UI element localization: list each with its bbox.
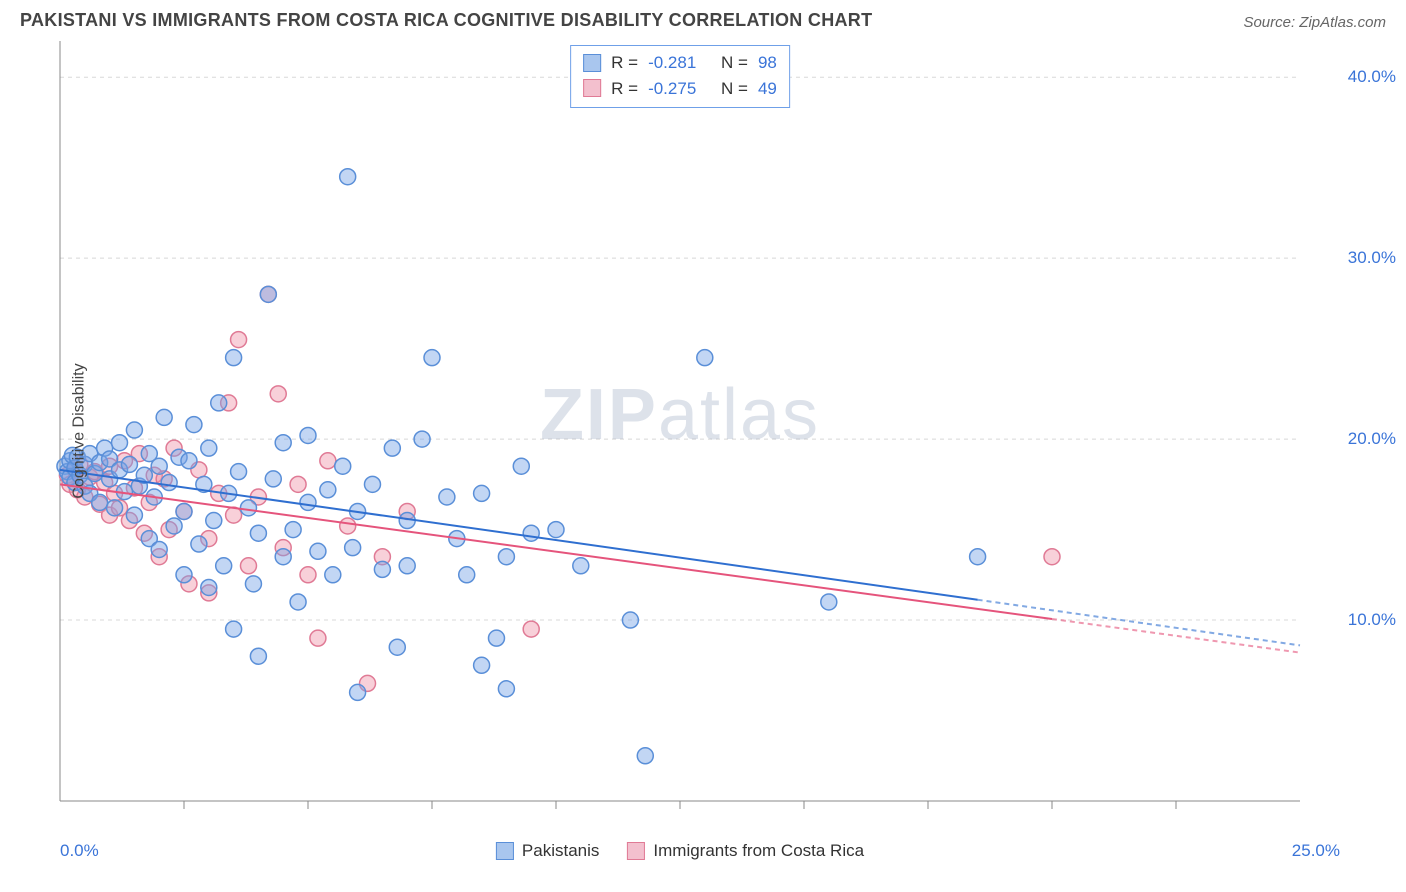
x-tick-min: 0.0% [60,841,99,861]
y-tick-label: 40.0% [1348,67,1396,87]
y-tick-label: 10.0% [1348,610,1396,630]
legend-row-series-2: R = -0.275 N = 49 [583,76,777,102]
chart-title: PAKISTANI VS IMMIGRANTS FROM COSTA RICA … [20,10,872,31]
legend-swatch-series-1 [496,842,514,860]
correlation-legend: R = -0.281 N = 98 R = -0.275 N = 49 [570,45,790,108]
y-axis-label: Cognitive Disability [71,363,89,498]
source-attribution: Source: ZipAtlas.com [1243,14,1386,31]
scatter-chart [20,41,1340,821]
legend-swatch-1 [583,54,601,72]
y-tick-label: 30.0% [1348,248,1396,268]
legend-row-series-1: R = -0.281 N = 98 [583,50,777,76]
y-tick-label: 20.0% [1348,429,1396,449]
legend-swatch-series-2 [627,842,645,860]
legend-swatch-2 [583,79,601,97]
series-legend: Pakistanis Immigrants from Costa Rica [496,841,864,861]
x-tick-max: 25.0% [1292,841,1340,861]
chart-container: Cognitive Disability ZIPatlas R = -0.281… [20,41,1340,821]
legend-item-2: Immigrants from Costa Rica [627,841,864,861]
legend-item-1: Pakistanis [496,841,599,861]
